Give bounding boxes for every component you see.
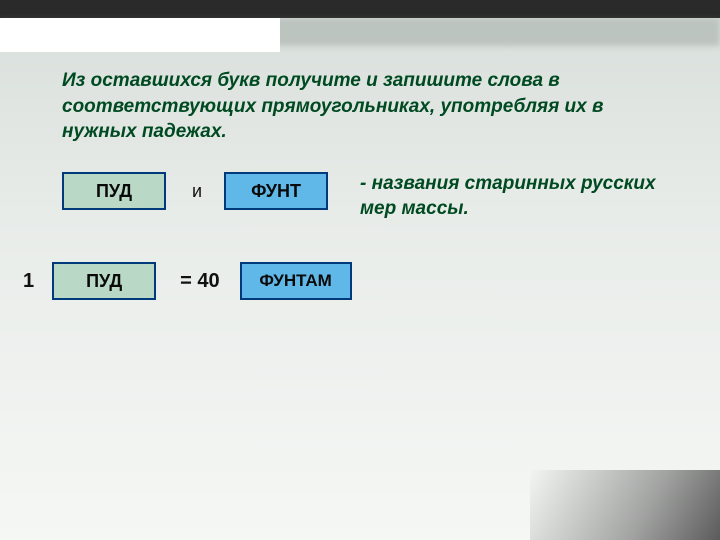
bottom-corner-shade: [530, 470, 720, 540]
box-funt: ФУНТ: [224, 172, 328, 210]
box-pud: ПУД: [62, 172, 166, 210]
top-dark-bar: [0, 0, 720, 18]
box-funtam: ФУНТАМ: [240, 262, 352, 300]
label-one: 1: [23, 270, 34, 293]
equals-forty: = 40: [180, 270, 219, 293]
box-pud-eq: ПУД: [52, 262, 156, 300]
instruction-text: Из оставшихся букв получите и запишите с…: [62, 68, 632, 145]
row-equation: 1 ПУД = 40 ФУНТАМ: [23, 262, 352, 300]
row-measures: ПУД и ФУНТ: [62, 172, 328, 210]
description-text: - названия старинных русских мер массы.: [360, 172, 680, 221]
top-white-block: [0, 18, 280, 52]
conjunction-and: и: [192, 181, 202, 202]
